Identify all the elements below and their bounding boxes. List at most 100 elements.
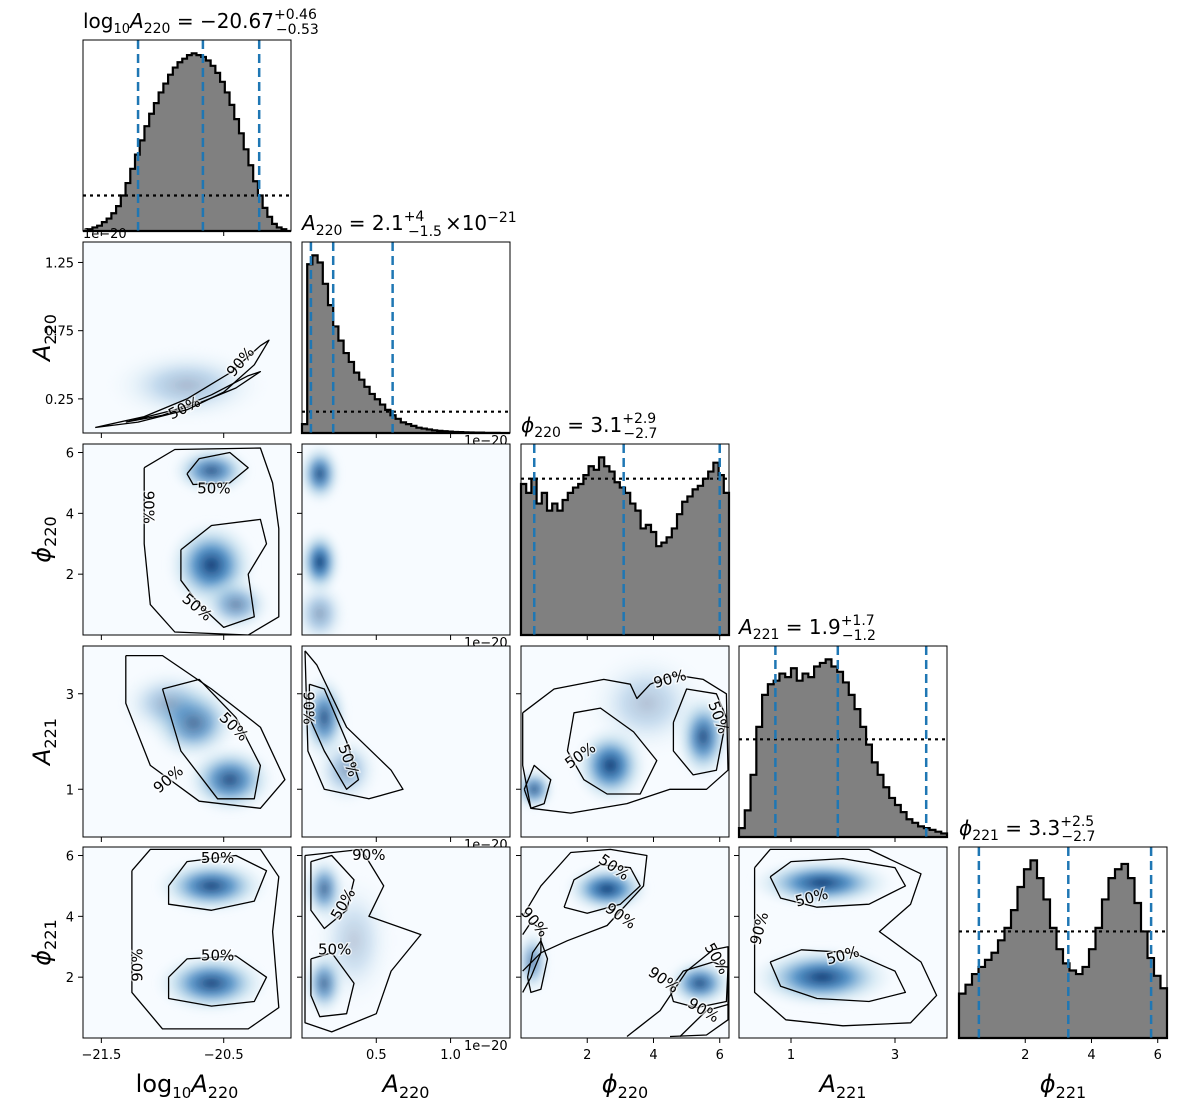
param-symbol: A (28, 345, 56, 363)
title-lower-err: −0.53 (276, 22, 319, 38)
contour-label-1: 50% (318, 940, 351, 958)
density-blob-1 (312, 733, 381, 807)
x-tick-label: 1 (787, 1048, 795, 1063)
title-log-base: 10 (114, 22, 131, 37)
contour-line-0 (563, 863, 641, 914)
density-panel-2-0: 50%50%90%246 (66, 443, 292, 640)
density-blob-1 (183, 743, 277, 816)
density-blob-1 (302, 527, 343, 597)
panel-title-0: log10A220 = −20.67+0.46 −0.53 (83, 7, 319, 38)
y-axis-label-3: A221 (28, 718, 60, 767)
hist-panel-2: ϕ220 = 3.1+2.9 −2.7 (519, 411, 731, 640)
density-blob-2 (311, 871, 397, 1011)
density-blob-2 (198, 575, 274, 634)
panel-title-1: A220 = 2.1+4 −1.5 ×10−21 (300, 209, 517, 240)
y-tick-label: 0.25 (45, 393, 74, 408)
param-subscript: 221 (1056, 1083, 1087, 1102)
contour-line-2 (304, 848, 422, 1033)
contour-line-1 (566, 707, 658, 795)
title-value: = 3.1 (561, 413, 622, 437)
x-tick-label: 0.5 (366, 1048, 387, 1063)
title-symbol: A (128, 9, 144, 33)
param-symbol: ϕ (602, 1070, 618, 1098)
density-inner: 50%50%90% (745, 848, 938, 1027)
param-symbol: ϕ (1040, 1070, 1056, 1098)
contour-line-1 (310, 952, 355, 1018)
density-blob-0 (105, 346, 269, 425)
density-panel-3-0: 50%90% 1 3 (66, 645, 292, 842)
hist-bars (519, 456, 731, 637)
title-lower-err: −2.7 (623, 426, 657, 442)
density-panel-3-1: 50%90%1e−20 (297, 645, 511, 853)
density-blob-0 (153, 857, 270, 915)
density-blob-1 (748, 945, 897, 1009)
param-subscript: 220 (41, 314, 60, 345)
x-axis-label-4: ϕ221 (1040, 1070, 1086, 1102)
contour-line-0 (167, 854, 268, 911)
hist-panel-0: log10A220 = −20.67+0.46 −0.53 (82, 7, 319, 236)
title-value: = 2.1 (342, 211, 403, 235)
x-tick-label: 3 (891, 1048, 899, 1063)
y-tick-label: 6 (66, 447, 74, 462)
x-tick-label: 4 (1087, 1048, 1095, 1063)
x-offset-text: 1e−20 (464, 1039, 508, 1054)
contour-line-0 (308, 683, 360, 790)
density-blob-3 (583, 648, 710, 758)
panel-frame (738, 846, 948, 1039)
hist-panel-4: ϕ221 = 3.3+2.5 −2.7 2 4 6 (957, 814, 1169, 1063)
panel-frame (520, 443, 730, 636)
contour-line-0 (310, 854, 355, 930)
title-symbol: A (737, 615, 753, 639)
title-subscript: 220 (534, 425, 561, 441)
panel-frame (301, 645, 511, 838)
density-panel-2-1: 1e−20 (297, 443, 511, 651)
param-subscript: 220 (41, 516, 60, 547)
x-tick-label: 2 (583, 1048, 591, 1063)
x-axis-label-3: A221 (818, 1070, 867, 1102)
y-tick-label: 6 (66, 850, 74, 865)
y-axis-label-1: A220 (28, 314, 60, 363)
param-symbol: A (189, 1070, 207, 1098)
density-blob-0 (748, 856, 897, 909)
density-inner: 50%50%90% (138, 444, 280, 635)
panel-frame (82, 846, 292, 1039)
title-upper-err: +2.9 (622, 411, 656, 427)
title-lower-err: −1.2 (842, 628, 876, 644)
contour-line-1 (95, 339, 270, 429)
panel-frame (301, 241, 511, 434)
param-subscript: 221 (41, 718, 60, 749)
x-tick-label: 6 (716, 1048, 724, 1063)
contour-line-1 (304, 650, 404, 800)
panel-frame (520, 846, 730, 1039)
density-panel-1-0: 50%90% 0.25 0.75 1.25 (45, 241, 292, 438)
title-lower-err: −1.5 (408, 224, 442, 240)
density-blob-1 (665, 957, 729, 1010)
contour-line-2 (672, 688, 728, 776)
y-tick-label: 2 (66, 971, 74, 986)
panel-frame (82, 39, 292, 232)
title-value: = −20.67 (170, 9, 274, 33)
contour-line-1 (125, 654, 286, 809)
title-upper-err: +0.46 (274, 7, 317, 23)
param-subscript: 220 (618, 1083, 649, 1102)
title-value: = 3.3 (999, 816, 1060, 840)
param-subscript: 221 (836, 1083, 867, 1102)
contour-line-2 (522, 848, 648, 972)
density-panel-3-2: 50%50%90% (516, 645, 730, 842)
y-tick-label: 2 (66, 568, 74, 583)
title-symbol: ϕ (959, 816, 972, 840)
hist-panel-3: A221 = 1.9+1.7 −1.2 (737, 613, 949, 842)
panel-frame (520, 645, 730, 838)
title-subscript: 221 (753, 627, 780, 643)
panel-frame (958, 846, 1168, 1039)
hist-bars (300, 254, 510, 435)
contour-label-1: 90% (299, 691, 317, 724)
contour-line-2 (131, 848, 280, 1030)
title-upper-err: +1.7 (841, 613, 875, 629)
y-tick-label: 3 (66, 688, 74, 703)
title-exponent: −21 (487, 210, 517, 226)
contour-line-3 (522, 674, 729, 814)
param-symbol: A (818, 1070, 836, 1098)
